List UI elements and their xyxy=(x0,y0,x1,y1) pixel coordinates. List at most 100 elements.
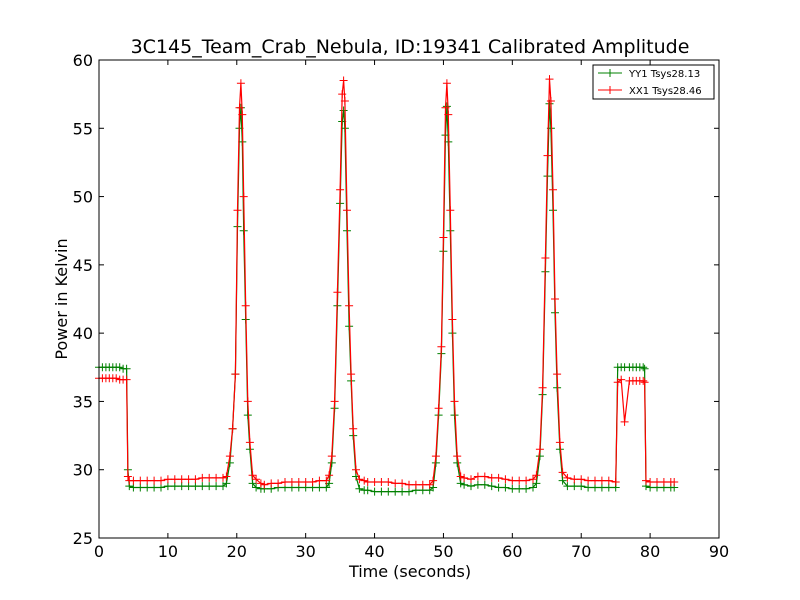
data-point xyxy=(136,476,145,485)
data-point xyxy=(352,465,360,474)
data-point xyxy=(294,478,303,486)
data-point xyxy=(653,478,661,486)
data-point xyxy=(446,206,455,215)
x-tick-label: 40 xyxy=(364,542,384,561)
data-point xyxy=(398,479,407,488)
data-point xyxy=(411,480,420,489)
data-point xyxy=(184,482,193,491)
data-point xyxy=(339,76,348,85)
data-point xyxy=(129,483,138,492)
data-point xyxy=(398,487,407,496)
data-point xyxy=(239,192,248,201)
data-point xyxy=(219,473,227,482)
y-axis-title: Power in Kelvin xyxy=(52,238,71,359)
data-point xyxy=(281,478,289,486)
data-point xyxy=(150,476,159,485)
data-point xyxy=(405,480,413,489)
data-point xyxy=(597,483,606,492)
data-point xyxy=(487,473,496,482)
legend-box xyxy=(592,64,715,100)
data-point xyxy=(551,295,559,303)
data-point xyxy=(522,476,531,485)
data-point xyxy=(384,478,393,486)
data-point xyxy=(611,478,620,486)
legend-label-yy1: YY1 Tsys28.13 xyxy=(628,69,700,80)
data-point xyxy=(532,479,541,488)
data-point xyxy=(248,479,257,488)
data-point xyxy=(439,233,448,242)
data-point xyxy=(391,479,400,488)
data-point xyxy=(494,483,503,492)
data-point xyxy=(243,397,252,406)
data-point xyxy=(659,478,668,486)
data-point xyxy=(333,288,342,297)
data-point xyxy=(591,483,599,492)
data-point xyxy=(157,483,165,492)
data-point xyxy=(570,475,579,484)
data-point xyxy=(212,473,221,482)
data-point xyxy=(177,482,186,491)
y-tick-label: 45 xyxy=(73,256,93,275)
data-point xyxy=(597,476,606,485)
data-point xyxy=(515,476,524,485)
data-point xyxy=(343,206,351,215)
data-point xyxy=(418,480,427,489)
data-point xyxy=(222,479,231,488)
data-point xyxy=(191,475,200,484)
data-point xyxy=(115,363,124,372)
data-point xyxy=(112,374,121,383)
data-point xyxy=(339,106,348,115)
data-point xyxy=(480,472,489,481)
data-point xyxy=(241,301,250,310)
legend: YY1 Tsys28.13 XX1 Tsys28.46 xyxy=(592,64,715,100)
data-point xyxy=(487,482,496,491)
data-point xyxy=(558,468,567,477)
data-point xyxy=(591,476,599,485)
legend-marker-xx1 xyxy=(606,86,614,94)
data-point xyxy=(363,486,372,495)
data-point xyxy=(473,472,482,481)
data-point xyxy=(541,254,550,262)
data-point xyxy=(532,471,541,480)
data-point xyxy=(508,484,517,493)
y-tick-label: 30 xyxy=(73,461,93,480)
data-point xyxy=(429,476,438,485)
data-point xyxy=(363,478,372,486)
data-point xyxy=(377,478,386,486)
data-point xyxy=(453,452,462,461)
x-tick-label: 70 xyxy=(571,542,591,561)
data-point xyxy=(501,483,510,492)
y-tick-label: 25 xyxy=(73,529,93,548)
data-point xyxy=(538,383,547,392)
data-point xyxy=(646,478,655,486)
y-tick-label: 35 xyxy=(73,392,93,411)
data-point xyxy=(448,315,457,324)
data-point xyxy=(245,438,254,447)
data-point xyxy=(456,472,465,481)
data-point xyxy=(473,480,482,489)
data-point xyxy=(301,478,310,486)
data-point xyxy=(143,483,152,492)
data-point xyxy=(558,476,567,485)
data-point xyxy=(225,458,234,467)
data-point xyxy=(123,472,132,481)
data-point xyxy=(260,480,269,489)
data-point xyxy=(136,483,145,492)
data-point xyxy=(515,484,524,493)
data-point xyxy=(163,482,172,491)
data-point xyxy=(546,97,555,105)
data-point xyxy=(553,370,562,379)
data-point xyxy=(236,79,245,88)
data-point xyxy=(467,475,475,484)
data-point xyxy=(212,482,221,491)
data-point xyxy=(267,479,276,488)
data-point xyxy=(228,424,237,433)
data-point xyxy=(555,438,564,447)
data-point xyxy=(642,476,650,485)
data-point xyxy=(640,364,649,373)
data-point xyxy=(549,185,557,194)
data-point xyxy=(252,483,261,492)
data-point xyxy=(170,482,179,491)
data-point xyxy=(205,482,214,491)
